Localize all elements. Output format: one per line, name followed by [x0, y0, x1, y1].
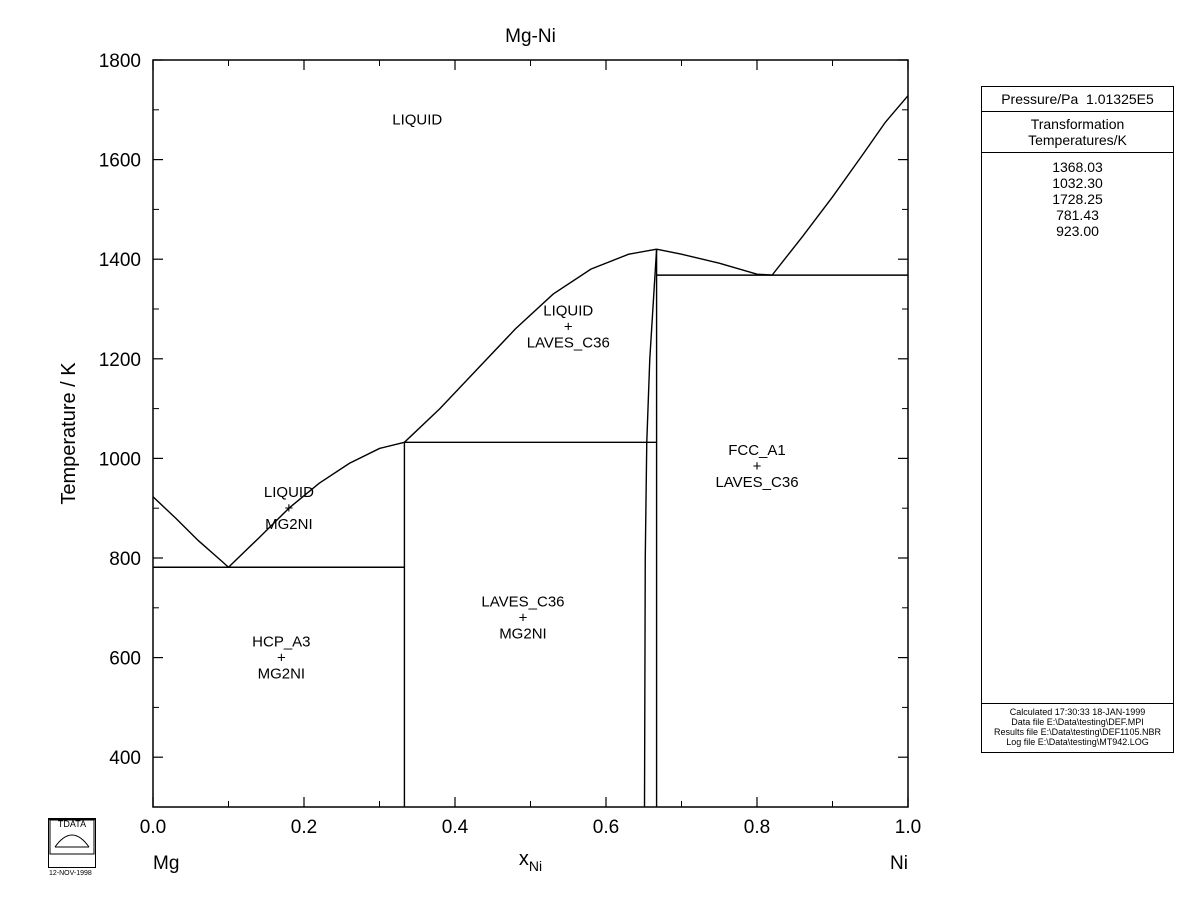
curve-right_liq_down [657, 249, 773, 275]
region-label: FCC_A1 [728, 442, 786, 459]
y-tick-label: 1800 [99, 51, 141, 72]
phase-diagram-container: Mg-Ni 0.0 0.2 0.4 0.6 0.8 1.0 400 600 800 1000 1200… [0, 0, 1200, 923]
y-tick-label: 800 [109, 549, 141, 570]
region-label: LAVES_C36 [527, 334, 610, 351]
region-label: MG2NI [258, 666, 306, 683]
region-label: + [753, 458, 762, 475]
region-label: MG2NI [499, 626, 547, 643]
plot-border [153, 60, 908, 807]
transformation-header: TransformationTemperatures/K [981, 112, 1174, 153]
y-tick-label: 1600 [99, 151, 141, 172]
region-label: LAVES_C36 [715, 474, 798, 491]
region-label: HCP_A3 [252, 634, 310, 651]
region-label: LIQUID [264, 484, 314, 501]
region-label: LIQUID [392, 112, 442, 129]
x-tick-label: 0.8 [744, 817, 770, 838]
x-tick-label: 1.0 [895, 817, 921, 838]
logo-icon [49, 819, 95, 855]
chart-title: Mg-Ni [505, 26, 556, 47]
region-label: + [519, 610, 528, 627]
region-label: MG2NI [265, 516, 313, 533]
curve-ni_liq_up [772, 96, 908, 275]
y-tick-label: 1400 [99, 250, 141, 271]
x-tick-label: 0.0 [140, 817, 166, 838]
curve-left_liq_up [229, 442, 405, 567]
x-tick-label: 0.4 [442, 817, 469, 838]
pressure-row: Pressure/Pa 1.01325E5 [981, 86, 1174, 112]
left-end-label: Mg [153, 853, 179, 874]
curve-left_liq_down [153, 497, 229, 568]
logo-date: 12-NOV-1998 [49, 870, 95, 877]
temperatures-list: 1368.031032.301728.25781.43923.00 [981, 153, 1174, 704]
right-end-label: Ni [890, 853, 908, 874]
region-label: LAVES_C36 [481, 594, 564, 611]
x-tick-label: 0.6 [593, 817, 619, 838]
x-axis-label: xNi [519, 848, 542, 874]
info-panel: Pressure/Pa 1.01325E5TransformationTempe… [981, 86, 1174, 753]
curve-narrow_phase_left [645, 249, 657, 807]
region-label: + [277, 650, 286, 667]
region-label: + [285, 500, 294, 517]
calculation-footer: Calculated 17:30:33 18-JAN-1999Data file… [981, 704, 1174, 753]
y-axis-label: Temperature / K [58, 362, 80, 505]
region-label: LIQUID [543, 302, 593, 319]
region-label: + [564, 318, 573, 335]
y-tick-label: 400 [109, 748, 141, 769]
x-tick-label: 0.2 [291, 817, 317, 838]
y-tick-label: 1000 [99, 449, 141, 470]
logo-box: TDATA 12-NOV-1998 [48, 818, 96, 868]
y-tick-label: 1200 [99, 350, 141, 371]
y-tick-label: 600 [109, 649, 141, 670]
